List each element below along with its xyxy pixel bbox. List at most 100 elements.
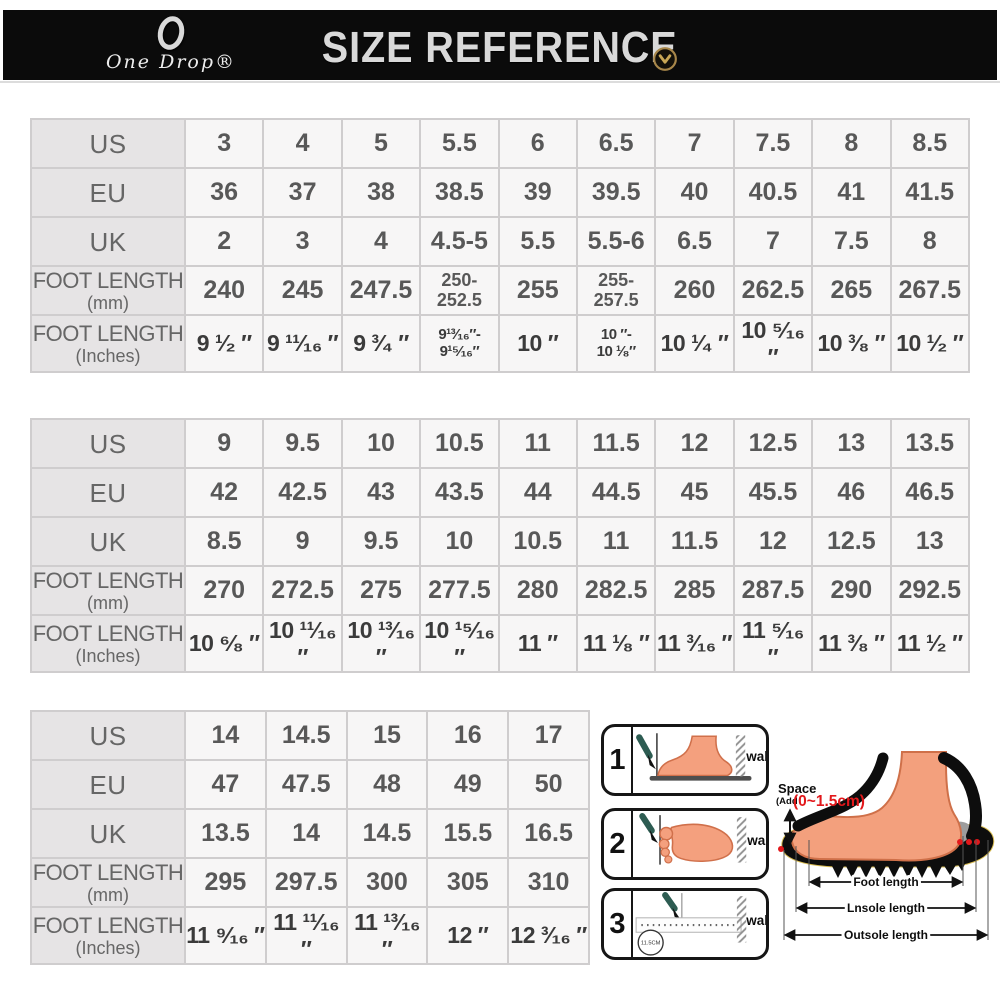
size-cell-eu: 46	[811, 467, 892, 518]
size-cell-us: 13.5	[889, 418, 971, 469]
size-cell-uk: 15.5	[426, 808, 510, 859]
size-cell-foot-length-inches: 11 ″	[497, 614, 578, 673]
size-cell-foot-length-inches: 11 ³⁄₁₆ ″	[654, 614, 735, 673]
brand-name: One Drop®	[105, 51, 236, 73]
size-cell-uk: 14	[264, 808, 348, 859]
page-title: SIZE REFERENCE	[322, 23, 678, 72]
size-cell-foot-length-mm: 272.5	[262, 565, 343, 616]
wall-label: wall	[745, 749, 766, 764]
heel-marker-dot	[957, 839, 963, 845]
wall-hatch	[735, 735, 746, 777]
size-cell-us: 7	[654, 118, 735, 169]
size-row-foot-length-inches: FOOT LENGTH (Inches) 10 ⁶⁄₈ ″ 10 ¹¹⁄₁₆ ″ 10 …	[30, 614, 971, 673]
size-row-foot-length-inches: FOOT LENGTH (Inches) 11 ⁹⁄₁₆ ″ 11 ¹¹⁄₁₆ ″ 11…	[30, 906, 590, 965]
measure-step-1-illustration: wall	[636, 733, 766, 781]
size-cell-foot-length-mm: 280	[497, 565, 578, 616]
size-cell-foot-length-inches: 10 ″- 10 ¹⁄₈″	[575, 314, 657, 373]
size-cell-foot-length-inches: 11 ¹¹⁄₁₆ ″	[264, 906, 348, 965]
heel-collar	[938, 752, 982, 842]
size-cell-us: 3	[183, 118, 265, 169]
foot-length-label: Foot length	[853, 875, 918, 889]
size-cell-eu: 41.5	[889, 167, 971, 218]
size-cell-uk: 16.5	[507, 808, 590, 859]
size-table-us14-17: US 14 14.5 15 16 17 EU 47 47.5 48 49 50 UK 13.5 14 14.5…	[30, 710, 590, 965]
shoe-upper-swoosh	[792, 752, 889, 832]
size-cell-uk: 5.5-6	[575, 216, 657, 267]
size-cell-us: 9.5	[262, 418, 343, 469]
size-cell-us: 5	[340, 118, 422, 169]
header-bar: One Drop® SIZE REFERENCE	[3, 10, 997, 80]
pen-icon	[636, 734, 656, 770]
size-cell-uk: 12.5	[811, 516, 892, 567]
pen-icon	[639, 813, 658, 843]
size-cell-foot-length-inches: 10 ³⁄₈ ″	[811, 314, 892, 373]
size-cell-foot-length-mm: 282.5	[575, 565, 657, 616]
size-cell-us: 14.5	[264, 710, 348, 761]
size-cell-eu: 43	[340, 467, 422, 518]
size-cell-uk: 5.5	[497, 216, 578, 267]
size-cell-foot-length-mm: 245	[262, 265, 343, 316]
size-cell-uk: 9.5	[340, 516, 422, 567]
row-header-foot-length-inches: FOOT LENGTH (Inches)	[30, 314, 186, 373]
size-cell-uk: 9	[262, 516, 343, 567]
size-cell-foot-length-inches: 10 ¹⁵⁄₁₆ ″	[419, 614, 500, 673]
measurement-steps: 1 wall 2	[601, 724, 769, 960]
size-cell-eu: 36	[183, 167, 265, 218]
size-cell-uk: 11.5	[654, 516, 735, 567]
measure-step-2-illustration: wall	[639, 813, 766, 865]
size-cell-us: 10	[340, 418, 422, 469]
wall-label: wall	[745, 913, 766, 928]
header-divider	[0, 81, 1000, 83]
measure-step-2: 2 wall	[601, 808, 769, 880]
size-cell-foot-length-inches: 10 ⁶⁄₈ ″	[183, 614, 265, 673]
size-cell-eu: 46.5	[889, 467, 971, 518]
size-cell-foot-length-mm: 250- 252.5	[419, 265, 500, 316]
size-row-uk: UK 8.5 9 9.5 10 10.5 11 11.5 12 12.5 13	[30, 516, 971, 567]
row-header-foot-length-mm: FOOT LENGTH (mm)	[30, 265, 186, 316]
size-row-foot-length-mm: FOOT LENGTH (mm) 270 272.5 275 277.5 280 282.5 2…	[30, 565, 971, 616]
size-cell-uk: 10	[419, 516, 500, 567]
size-cell-eu: 48	[345, 759, 429, 810]
space-label: Space	[778, 781, 816, 796]
size-cell-foot-length-inches: 10 ¹³⁄₁₆ ″	[340, 614, 422, 673]
size-cell-uk: 2	[183, 216, 265, 267]
size-cell-foot-length-inches: 11 ¹⁄₂ ″	[889, 614, 971, 673]
size-cell-eu: 49	[426, 759, 510, 810]
space-range-label: (0~1.5cm)	[793, 793, 865, 810]
row-header-eu: EU	[30, 759, 186, 810]
size-cell-us: 4	[262, 118, 343, 169]
size-cell-eu: 40	[654, 167, 735, 218]
size-row-uk: UK 2 3 4 4.5-5 5.5 5.5-6 6.5 7 7.5 8	[30, 216, 971, 267]
size-row-eu: EU 47 47.5 48 49 50	[30, 759, 590, 810]
size-cell-us: 7.5	[732, 118, 814, 169]
size-cell-foot-length-inches: 11 ⁹⁄₁₆ ″	[184, 906, 267, 965]
size-cell-us: 11.5	[575, 418, 657, 469]
row-header-us: US	[30, 710, 186, 761]
size-cell-foot-length-mm: 277.5	[419, 565, 500, 616]
size-cell-foot-length-mm: 295	[184, 857, 267, 908]
size-cell-foot-length-mm: 247.5	[340, 265, 422, 316]
size-cell-uk: 3	[262, 216, 343, 267]
size-cell-foot-length-mm: 285	[654, 565, 735, 616]
size-cell-us: 13	[811, 418, 892, 469]
size-cell-uk: 7	[732, 216, 814, 267]
measure-step-3: 3 11.5CM wall	[601, 888, 769, 960]
size-cell-foot-length-mm: 292.5	[889, 565, 971, 616]
toe-marker-dot	[778, 846, 784, 852]
size-cell-us: 6.5	[575, 118, 657, 169]
heel-marker-dot	[966, 839, 972, 845]
size-row-foot-length-inches: FOOT LENGTH (Inches) 9 ¹⁄₂ ″ 9 ¹¹⁄₁₆ ″ 9 ³⁄₄…	[30, 314, 971, 373]
size-cell-eu: 39.5	[575, 167, 657, 218]
pen-icon	[662, 892, 681, 920]
size-cell-foot-length-inches: 11 ³⁄₈ ″	[811, 614, 892, 673]
row-header-foot-length-mm: FOOT LENGTH (mm)	[30, 857, 186, 908]
size-cell-eu: 38.5	[419, 167, 500, 218]
size-cell-eu: 42.5	[262, 467, 343, 518]
size-row-us: US 9 9.5 10 10.5 11 11.5 12 12.5 13 13.5	[30, 418, 971, 469]
size-cell-foot-length-mm: 267.5	[889, 265, 971, 316]
measure-step-1: 1 wall	[601, 724, 769, 796]
size-cell-uk: 8	[889, 216, 971, 267]
size-cell-eu: 42	[183, 467, 265, 518]
size-cell-uk: 13.5	[184, 808, 267, 859]
size-cell-uk: 14.5	[345, 808, 429, 859]
